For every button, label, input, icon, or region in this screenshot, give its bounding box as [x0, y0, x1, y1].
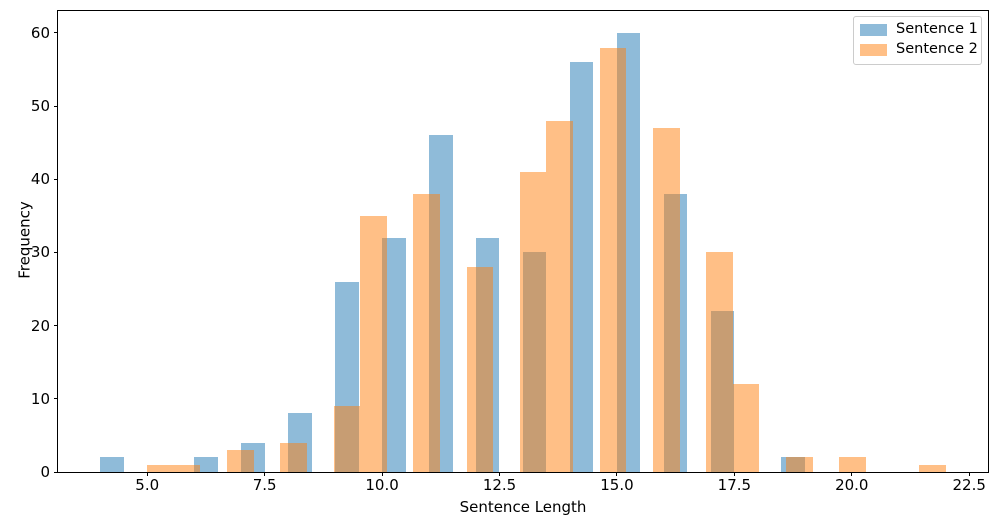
y-tick-mark [54, 398, 58, 400]
histogram-bar-sentence-1 [382, 237, 406, 472]
y-tick-label: 10 [30, 389, 50, 408]
y-tick-label: 50 [30, 97, 50, 116]
histogram-bar-sentence-2 [546, 120, 574, 472]
x-tick-mark [381, 472, 383, 476]
x-tick-label: 20.0 [835, 476, 869, 494]
histogram-bar-sentence-2 [360, 215, 387, 472]
x-tick-label: 7.5 [252, 476, 277, 494]
histogram-bar-sentence-2 [732, 384, 760, 472]
y-axis-label: Frequency [15, 201, 34, 279]
x-tick-label: 5.0 [135, 476, 160, 494]
x-tick-mark [616, 472, 618, 476]
histogram-bar-sentence-2 [599, 47, 627, 472]
histogram-bar-sentence-2 [227, 450, 254, 472]
y-tick-mark [54, 471, 58, 473]
plot-area: 5.0 7.5 10.0 12.5 15.0 17.5 20.0 22.5 0 10 20 30 40… [31, 10, 989, 515]
y-tick-label: 60 [30, 23, 50, 42]
y-tick-label: 0 [40, 463, 50, 481]
histogram-bar-sentence-2 [706, 252, 733, 472]
x-tick-mark [733, 472, 735, 476]
y-tick-label: 40 [30, 170, 50, 189]
histogram-bar-sentence-2 [333, 406, 361, 472]
x-tick-label: 12.5 [482, 476, 517, 494]
histogram-bar-sentence-2 [147, 464, 174, 472]
x-tick-mark [264, 472, 266, 476]
histogram-bar-sentence-2 [652, 128, 680, 472]
x-axis-label: Sentence Length [459, 498, 587, 516]
histogram-bar-sentence-2 [839, 457, 866, 472]
x-tick-label: 17.5 [717, 476, 752, 494]
y-tick-mark [54, 178, 58, 180]
x-tick-label: 15.0 [600, 476, 634, 494]
histogram-bar-sentence-1 [100, 457, 124, 472]
legend-swatch-sentence-2-icon [860, 43, 887, 56]
x-tick-label: 10.0 [365, 476, 399, 494]
histogram-bar-sentence-2 [786, 457, 813, 472]
histogram-bar-sentence-2 [466, 267, 494, 472]
histogram-bar-sentence-2 [413, 193, 441, 472]
legend-label: Sentence 2 [896, 40, 978, 57]
histogram-bar-sentence-1 [569, 62, 594, 472]
x-tick-mark [146, 472, 148, 476]
x-tick-mark [851, 472, 853, 476]
legend-label: Sentence 1 [896, 21, 978, 37]
x-tick-label: 22.5 [952, 476, 986, 494]
legend: Sentence 1 Sentence 2 [853, 16, 982, 65]
y-tick-mark [54, 325, 58, 327]
legend-item-sentence-2: Sentence 2 [860, 41, 978, 58]
y-tick-label: 20 [30, 316, 50, 335]
histogram-bar-sentence-2 [173, 464, 201, 472]
legend-swatch-sentence-1-icon [860, 23, 887, 36]
x-tick-mark [968, 472, 970, 476]
x-tick-mark [499, 472, 501, 476]
y-tick-mark [54, 32, 58, 34]
y-tick-mark [54, 105, 58, 107]
histogram-bar-sentence-2 [519, 171, 547, 472]
histogram-bar-sentence-2 [280, 442, 307, 472]
histogram-bar-sentence-2 [919, 464, 946, 472]
y-tick-label: 30 [30, 243, 50, 262]
y-tick-mark [54, 251, 58, 253]
legend-item-sentence-1: Sentence 1 [860, 21, 978, 38]
